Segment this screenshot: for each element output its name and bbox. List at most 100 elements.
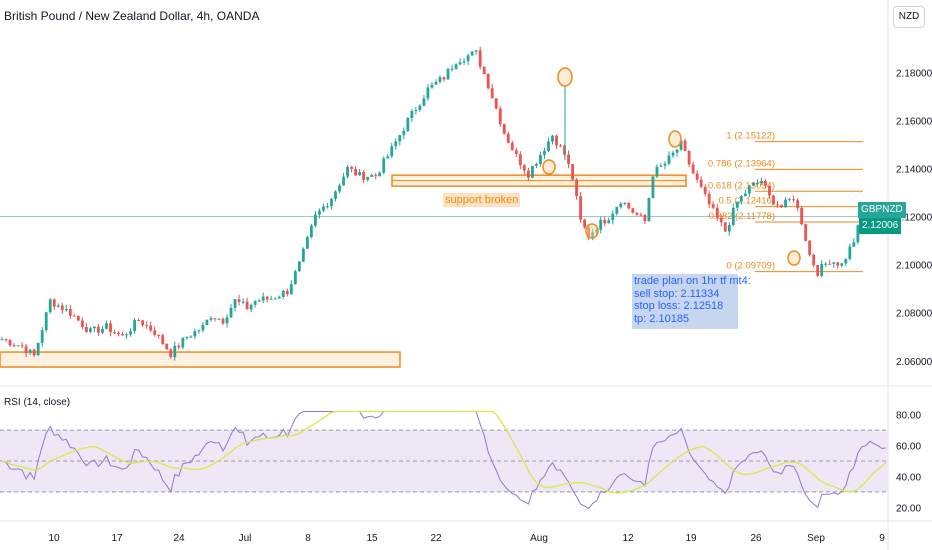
candle-body bbox=[788, 199, 791, 201]
candle-body bbox=[663, 163, 667, 166]
candle-body bbox=[237, 299, 241, 302]
candle-body bbox=[414, 109, 418, 111]
candle-body bbox=[639, 214, 643, 216]
candle-body bbox=[410, 110, 414, 119]
candle-body bbox=[342, 176, 345, 186]
candles-group bbox=[0, 46, 888, 361]
candle-body bbox=[514, 150, 518, 155]
candle-body bbox=[603, 219, 607, 224]
candle-body bbox=[48, 299, 52, 313]
rsi-tick-label: 20.00 bbox=[896, 503, 921, 514]
candle-body bbox=[301, 248, 305, 262]
candle-body bbox=[571, 164, 574, 180]
candle-body bbox=[177, 345, 181, 348]
candle-body bbox=[792, 199, 795, 201]
candle-body bbox=[623, 202, 627, 204]
candle-body bbox=[4, 339, 8, 341]
candle-body bbox=[72, 315, 76, 317]
candle-body bbox=[426, 87, 430, 99]
time-tick-label: 15 bbox=[366, 533, 378, 544]
price-tick-label: 2.16000 bbox=[896, 117, 932, 128]
candle-body bbox=[711, 204, 715, 208]
candle-body bbox=[229, 307, 233, 318]
candle-body bbox=[249, 304, 253, 310]
candle-body bbox=[261, 296, 265, 301]
candle-body bbox=[338, 185, 341, 192]
candle-body bbox=[233, 299, 237, 308]
swing-point-marker bbox=[668, 130, 682, 148]
currency-button[interactable]: NZD bbox=[893, 6, 925, 28]
rsi-title: RSI (14, close) bbox=[4, 397, 71, 408]
candle-body bbox=[289, 284, 293, 295]
candle-body bbox=[679, 140, 683, 150]
candle-body bbox=[76, 316, 80, 321]
candle-body bbox=[490, 88, 494, 99]
candle-body bbox=[635, 212, 639, 215]
candle-body bbox=[804, 224, 808, 241]
candle-body bbox=[852, 242, 856, 247]
candle-body bbox=[253, 300, 257, 305]
support-zone-lower bbox=[0, 351, 401, 368]
candle-body bbox=[494, 98, 498, 109]
candle-body bbox=[747, 185, 751, 194]
candle-body bbox=[707, 193, 711, 205]
fib-level-label: 0.382 (2.11778) bbox=[709, 211, 775, 222]
candle-body bbox=[595, 229, 599, 233]
candle-body bbox=[587, 227, 591, 238]
candle-body bbox=[820, 264, 824, 276]
candle-body bbox=[277, 296, 281, 299]
candle-body bbox=[836, 262, 840, 266]
chart-title: British Pound / New Zealand Dollar, 4h, … bbox=[4, 9, 260, 23]
candle-body bbox=[113, 332, 116, 334]
candle-body bbox=[687, 150, 691, 165]
swing-point-marker bbox=[542, 159, 556, 175]
candle-body bbox=[169, 349, 173, 358]
candle-body bbox=[756, 182, 759, 184]
candle-body bbox=[671, 152, 675, 156]
swing-point-marker bbox=[585, 223, 599, 239]
candle-body bbox=[60, 305, 64, 311]
candle-body bbox=[52, 299, 56, 307]
candle-body bbox=[153, 330, 157, 335]
candle-body bbox=[739, 196, 743, 202]
candle-body bbox=[32, 349, 36, 356]
time-tick-label: 22 bbox=[430, 533, 442, 544]
support-broken-label: support broken bbox=[443, 193, 521, 207]
candle-body bbox=[816, 265, 820, 276]
candle-body bbox=[434, 81, 438, 85]
candle-body bbox=[64, 308, 68, 311]
candle-body bbox=[784, 199, 787, 208]
time-tick-label: 9 bbox=[879, 533, 885, 544]
candle-body bbox=[647, 198, 651, 222]
candle-body bbox=[486, 74, 490, 89]
candle-body bbox=[125, 334, 128, 336]
candle-body bbox=[225, 317, 229, 324]
candle-body bbox=[197, 330, 201, 332]
candle-body bbox=[824, 263, 828, 265]
price-tick-label: 2.12000 bbox=[896, 213, 932, 224]
candle-body bbox=[764, 181, 767, 186]
candle-body bbox=[273, 298, 277, 300]
candle-body bbox=[599, 219, 603, 230]
candle-body bbox=[462, 61, 466, 63]
candle-body bbox=[346, 166, 349, 177]
candle-body bbox=[314, 214, 317, 226]
candle-body bbox=[691, 164, 695, 174]
candle-body bbox=[583, 219, 587, 228]
candle-body bbox=[506, 133, 510, 143]
candle-body bbox=[189, 336, 193, 338]
candle-body bbox=[615, 207, 619, 214]
swing-point-marker bbox=[787, 250, 801, 266]
candle-body bbox=[703, 186, 707, 194]
candle-body bbox=[731, 207, 735, 225]
trade-plan-line: trade plan on 1hr tf mt4: bbox=[634, 275, 751, 287]
candle-body bbox=[205, 319, 209, 325]
candle-body bbox=[719, 217, 723, 223]
candle-body bbox=[498, 108, 502, 125]
candle-body bbox=[526, 170, 530, 178]
candle-body bbox=[812, 254, 816, 266]
candle-body bbox=[655, 166, 659, 177]
candle-body bbox=[8, 340, 12, 346]
candle-body bbox=[24, 346, 28, 354]
